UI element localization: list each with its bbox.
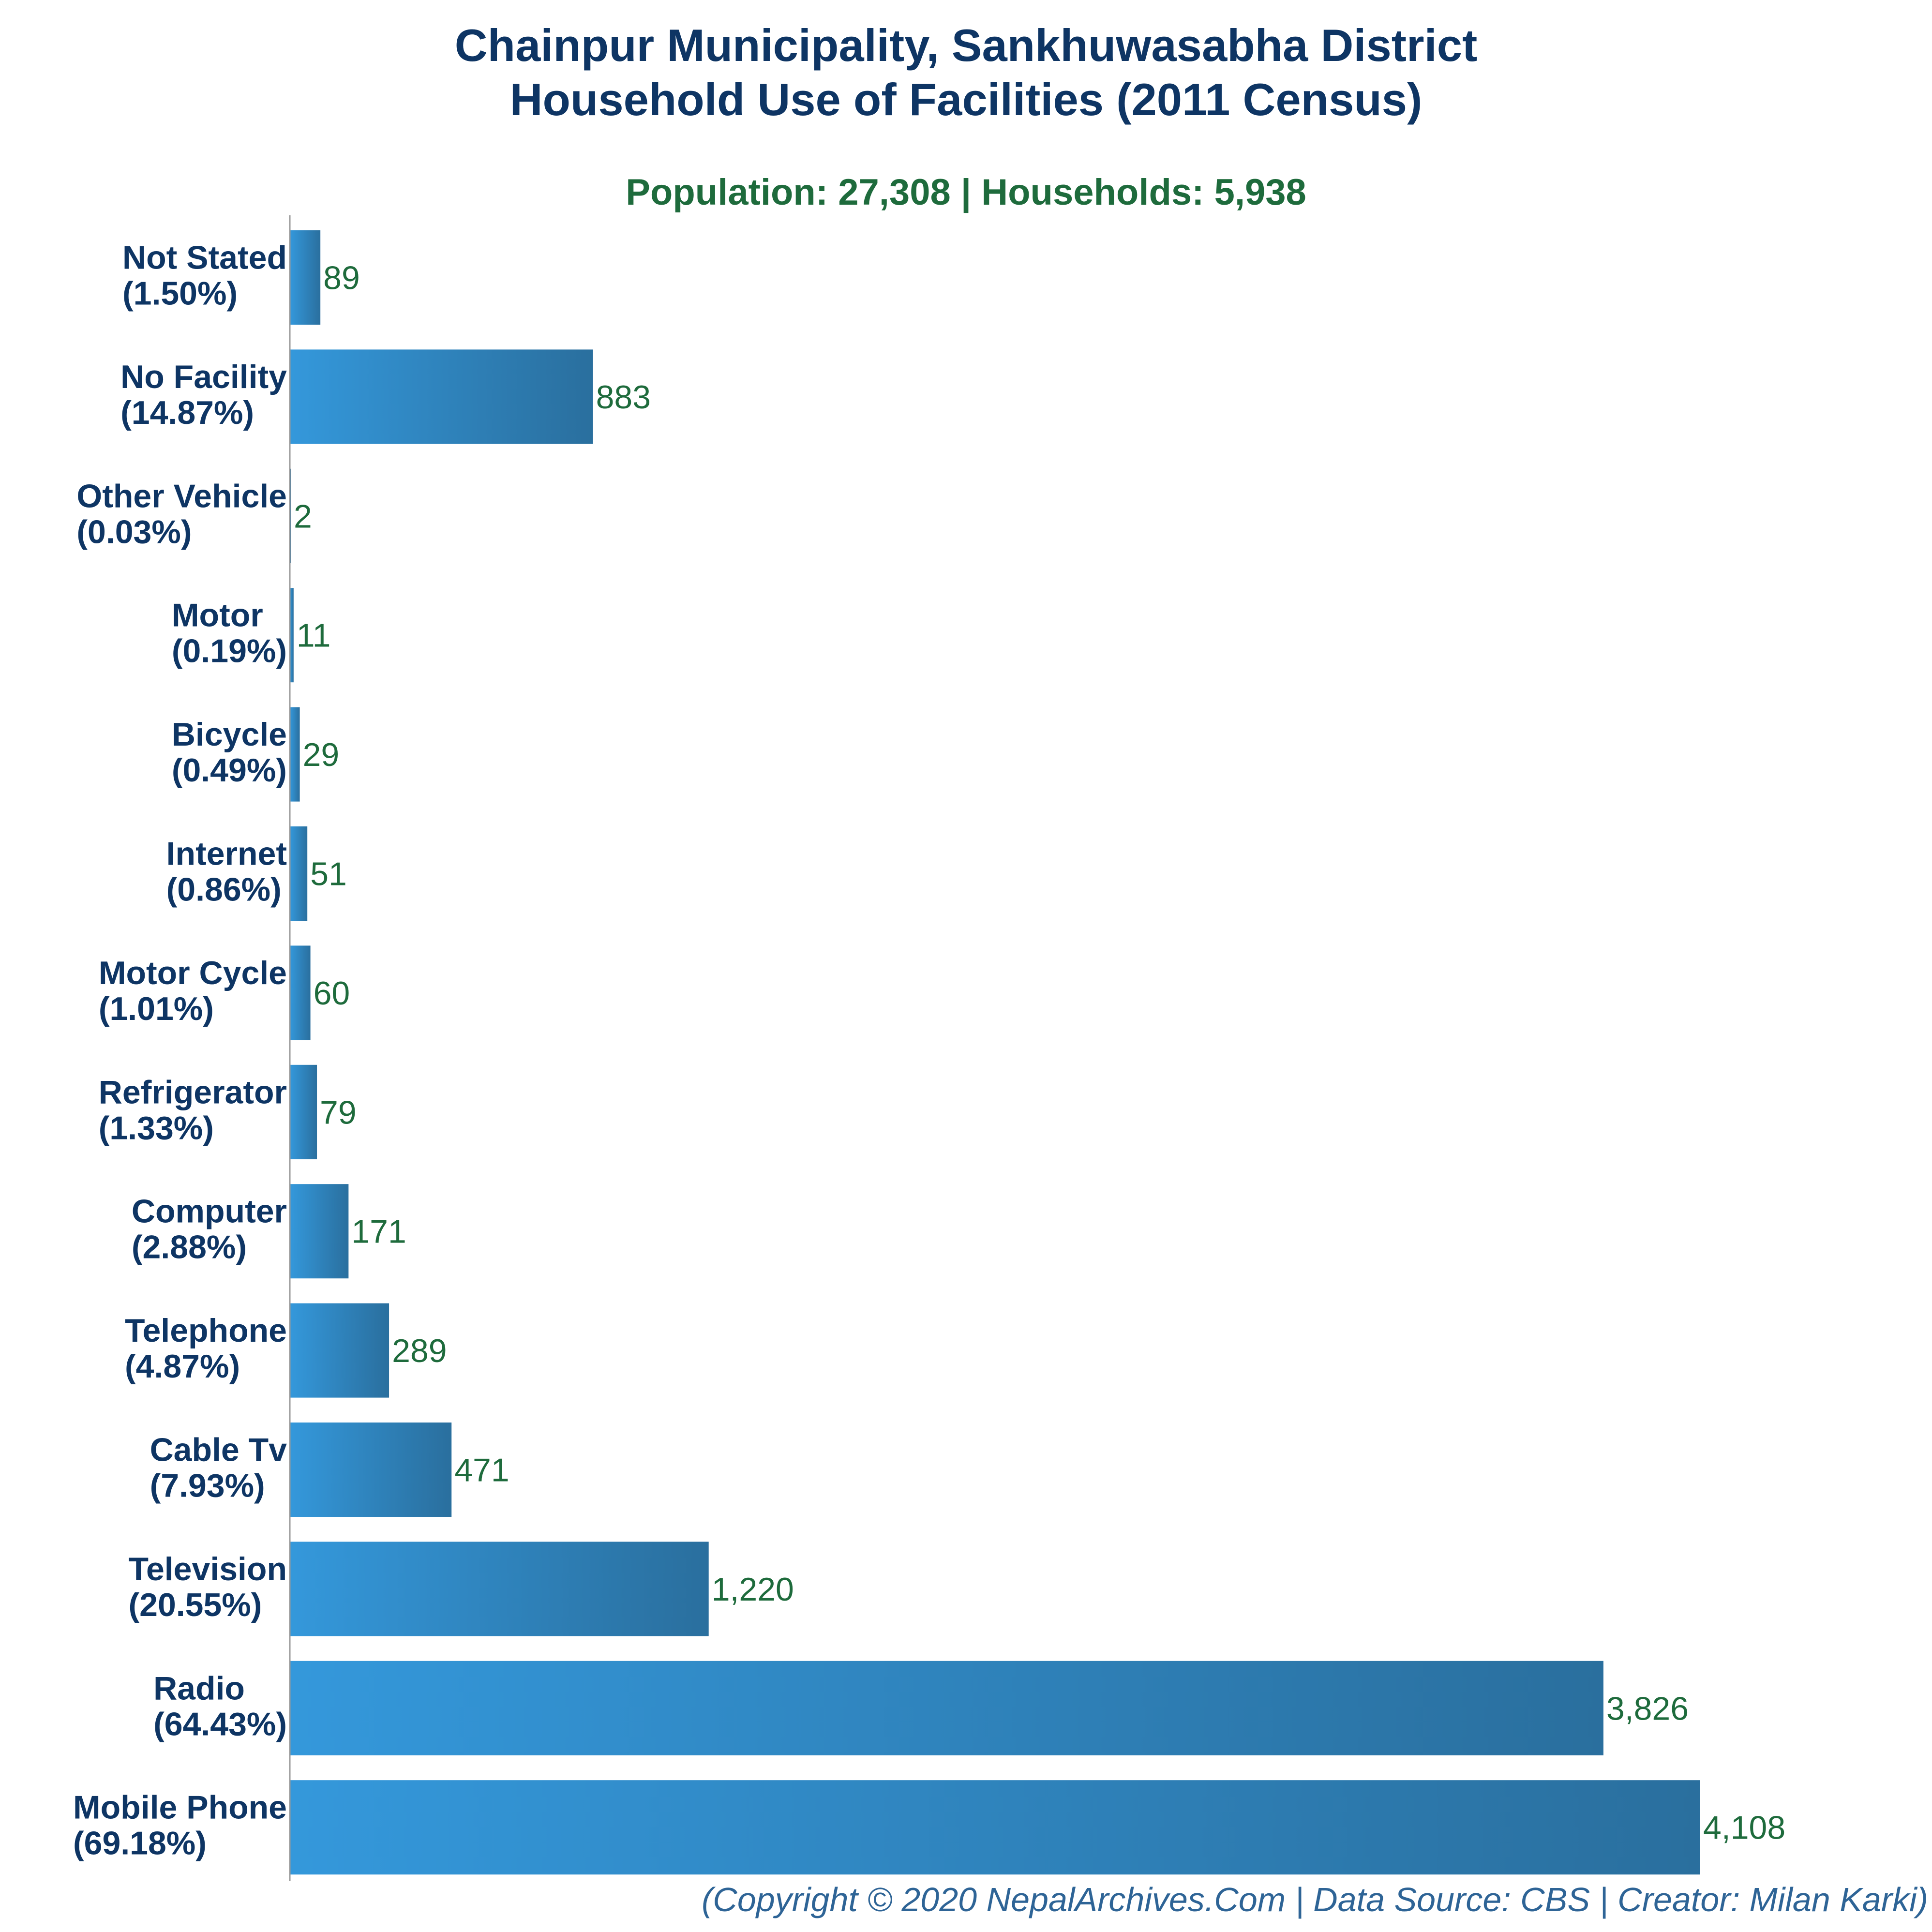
- value-label-bicycle: 29: [303, 736, 340, 773]
- value-label-cable-tv: 471: [454, 1452, 509, 1489]
- category-label-bicycle: Bicycle (0.49%): [172, 716, 287, 789]
- value-label-computer: 171: [351, 1213, 406, 1250]
- bar-internet: [290, 826, 308, 921]
- bar-refrigerator: [290, 1064, 317, 1159]
- value-label-other-vehicle: 2: [294, 498, 312, 535]
- category-label-telephone: Telephone (4.87%): [125, 1312, 287, 1385]
- category-label-refrigerator: Refrigerator (1.33%): [99, 1074, 287, 1146]
- category-label-internet: Internet (0.86%): [166, 836, 287, 908]
- footer-credit: (Copyright © 2020 NepalArchives.Com | Da…: [701, 1881, 1928, 1918]
- bars-layer: [290, 230, 1700, 1875]
- bar-bicycle: [290, 707, 300, 802]
- value-label-telephone: 289: [392, 1333, 447, 1369]
- value-label-not-stated: 89: [323, 260, 360, 297]
- value-label-no-facility: 883: [596, 379, 651, 416]
- bar-no-facility: [290, 349, 593, 444]
- category-label-other-vehicle: Other Vehicle (0.03%): [76, 478, 287, 550]
- bar-motor: [290, 588, 294, 683]
- value-label-motor: 11: [297, 617, 331, 654]
- value-label-motor-cycle: 60: [314, 975, 350, 1012]
- bar-motor-cycle: [290, 945, 311, 1040]
- labels-layer: 89 Not Stated (1.50%) 883 No Facility (14.87%…: [73, 240, 1785, 1862]
- bar-not-stated: [290, 230, 321, 325]
- chart-title: Chainpur Municipality, Sankhuwasabha Dis…: [0, 18, 1932, 127]
- category-label-not-stated: Not Stated (1.50%): [122, 240, 287, 312]
- bar-radio: [290, 1661, 1603, 1755]
- category-label-computer: Computer (2.88%): [132, 1193, 287, 1266]
- chart-title-line-2: Household Use of Facilities (2011 Census…: [509, 74, 1423, 125]
- category-label-radio: Radio (64.43%): [153, 1670, 287, 1742]
- bar-mobile-phone: [290, 1780, 1700, 1875]
- value-label-internet: 51: [310, 856, 347, 893]
- category-label-cable-tv: Cable Tv (7.93%): [150, 1432, 287, 1504]
- category-label-motor: Motor (0.19%): [172, 597, 287, 670]
- category-label-mobile-phone: Mobile Phone (69.18%): [73, 1789, 287, 1862]
- bar-telephone: [290, 1303, 389, 1398]
- category-label-no-facility: No Facility (14.87%): [120, 359, 287, 431]
- bar-television: [290, 1542, 709, 1636]
- chart-title-line-1: Chainpur Municipality, Sankhuwasabha Dis…: [454, 20, 1478, 71]
- chart-subtitle: Population: 27,308 | Households: 5,938: [626, 172, 1306, 213]
- bar-cable-tv: [290, 1423, 452, 1517]
- value-label-television: 1,220: [712, 1571, 794, 1608]
- value-label-radio: 3,826: [1606, 1690, 1689, 1727]
- category-label-television: Television (20.55%): [128, 1551, 287, 1623]
- bar-computer: [290, 1184, 349, 1279]
- value-label-refrigerator: 79: [320, 1094, 357, 1131]
- value-label-mobile-phone: 4,108: [1703, 1810, 1785, 1846]
- category-label-motor-cycle: Motor Cycle (1.01%): [99, 955, 287, 1027]
